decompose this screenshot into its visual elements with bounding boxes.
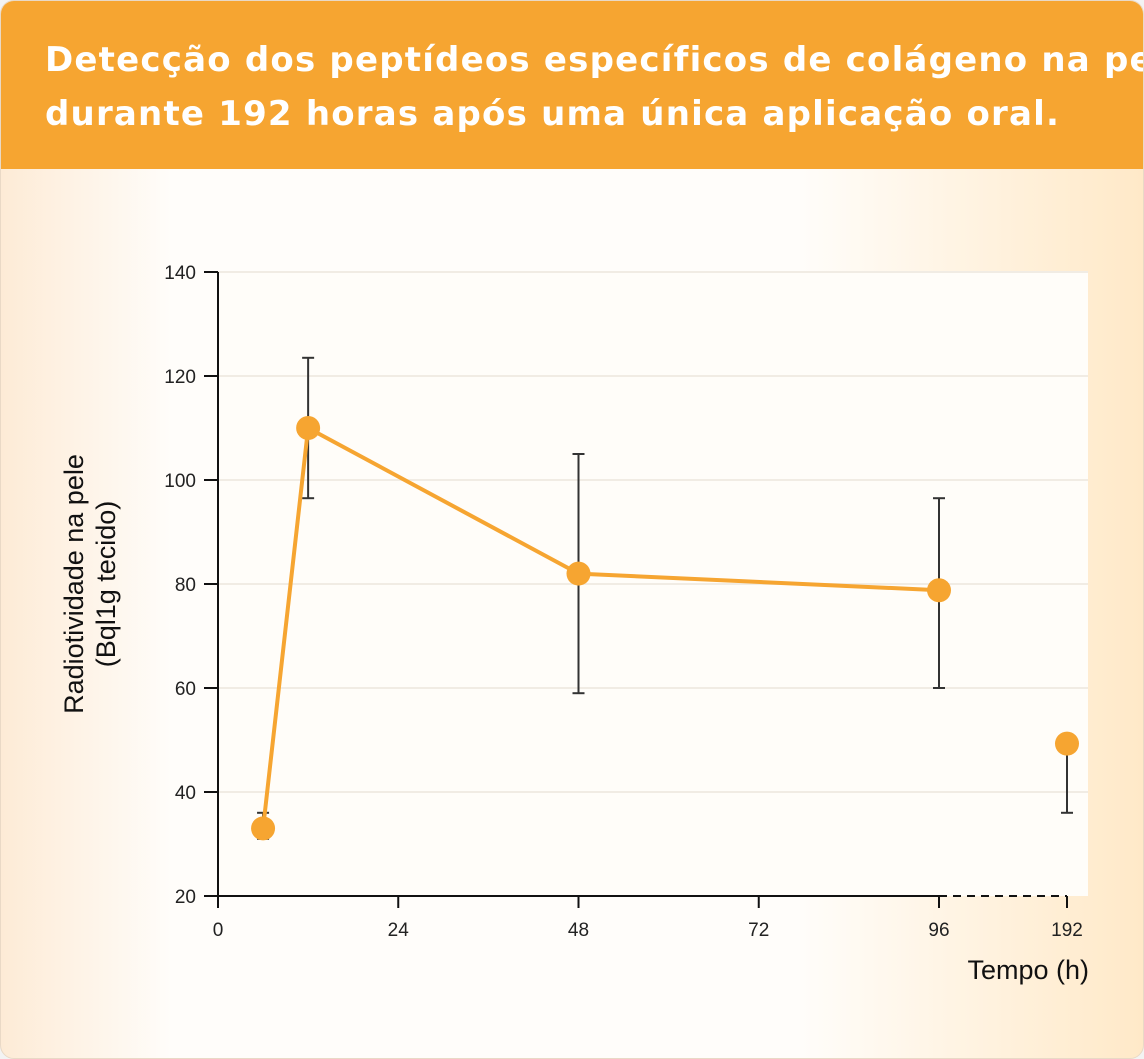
y-axis-title-line2: (Bql1g tecido) [91, 501, 121, 668]
y-tick-label: 100 [164, 471, 196, 492]
x-axis-ticks: 0 24 48 72 96 192 [213, 896, 1083, 941]
y-tick-label: 60 [175, 679, 196, 700]
chart-title-line1: Detecção dos peptídeos específicos de co… [45, 40, 1144, 80]
data-point [251, 816, 276, 841]
chart-title-line2: durante 192 horas após uma única aplicaç… [45, 94, 1061, 134]
y-tick-label: 120 [164, 367, 196, 388]
x-tick-label: 96 [928, 920, 949, 941]
y-axis-ticks: 20 40 60 80 100 120 140 [164, 263, 218, 908]
series-line-group [261, 426, 940, 829]
y-tick-label: 40 [175, 783, 196, 804]
data-point [927, 578, 951, 603]
data-points [251, 416, 1079, 841]
y-tick-label: 20 [175, 887, 196, 908]
x-axis-title: Tempo (h) [967, 955, 1089, 985]
y-axis-title-line1: Radiotividade na pele [59, 454, 89, 714]
data-point [566, 561, 591, 586]
data-point [1055, 731, 1079, 756]
y-tick-label: 80 [175, 575, 196, 596]
y-tick-label: 140 [164, 263, 196, 284]
x-tick-label: 192 [1051, 920, 1083, 941]
y-axis-title: Radiotividade na pele (Bql1g tecido) [59, 454, 121, 714]
x-tick-label: 48 [568, 920, 589, 941]
chart-title: Detecção dos peptídeos específicos de co… [45, 33, 1144, 141]
chart-header: Detecção dos peptídeos específicos de co… [1, 1, 1144, 169]
x-tick-label: 24 [388, 920, 410, 941]
x-tick-label: 0 [213, 920, 224, 941]
x-tick-label: 72 [748, 920, 769, 941]
series-line [261, 426, 940, 829]
data-point [296, 416, 321, 440]
